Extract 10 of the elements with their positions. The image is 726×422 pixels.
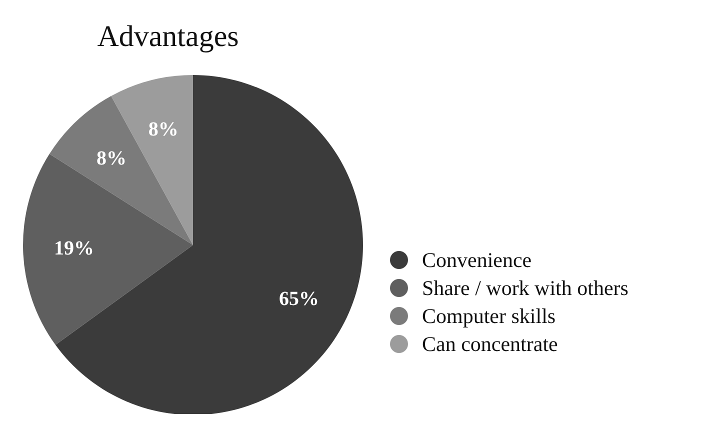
data-label: 8% — [96, 147, 127, 170]
pie-slice — [55, 75, 363, 414]
data-label: 65% — [279, 288, 320, 310]
data-label: 8% — [148, 118, 178, 141]
legend-label: Convenience — [422, 248, 532, 272]
chart-title: Advantages — [97, 20, 239, 53]
legend-label: Share / work with others — [422, 276, 628, 300]
legend-label: Computer skills — [422, 304, 556, 328]
legend-label: Can concentrate — [422, 332, 558, 356]
data-label: 19% — [54, 238, 94, 260]
